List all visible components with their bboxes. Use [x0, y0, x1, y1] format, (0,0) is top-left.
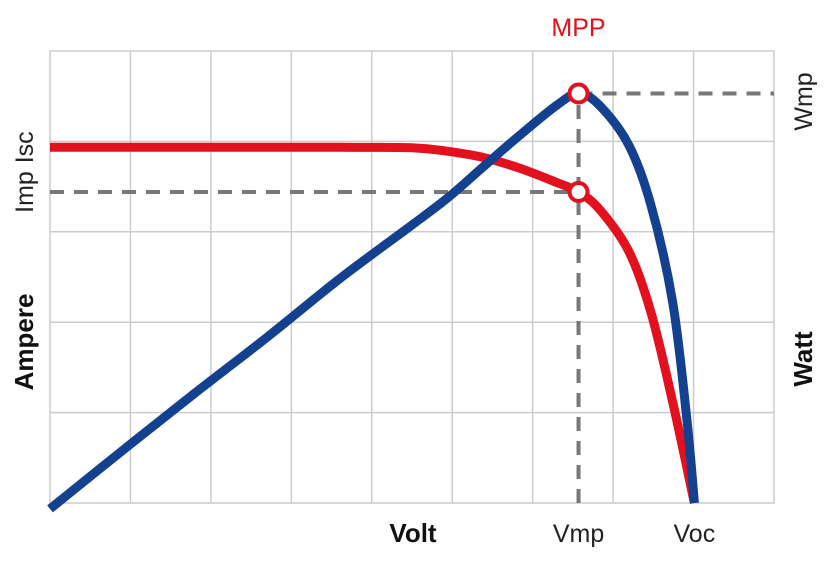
power-curve-line: [47, 89, 699, 513]
mpp-label: MPP: [551, 14, 605, 42]
chart-series: [47, 89, 699, 513]
x-tick-labels: Vmp Voc: [553, 520, 715, 548]
y-right-tick-label-wmp: Wmp: [790, 72, 818, 130]
mpp-power-marker: [567, 82, 590, 105]
plot-frame: [49, 50, 775, 504]
y-left-tick-label-imp: Imp: [11, 171, 39, 213]
mpp-current-marker: [567, 181, 590, 204]
y-right-axis-label: Watt: [788, 331, 818, 387]
y-left-tick-labels: Isc Imp: [11, 131, 39, 213]
mpp-markers: [567, 82, 590, 204]
y-right-tick-labels: Wmp: [790, 72, 818, 130]
current-curve-line: [50, 142, 699, 504]
mpp-guide-lines: [50, 91, 774, 503]
x-axis-label: Volt: [389, 518, 437, 548]
x-tick-label-vmp: Vmp: [553, 520, 604, 548]
y-left-tick-label-isc: Isc: [11, 131, 39, 163]
x-tick-label-voc: Voc: [674, 520, 716, 548]
y-left-axis-label: Ampere: [9, 294, 39, 391]
